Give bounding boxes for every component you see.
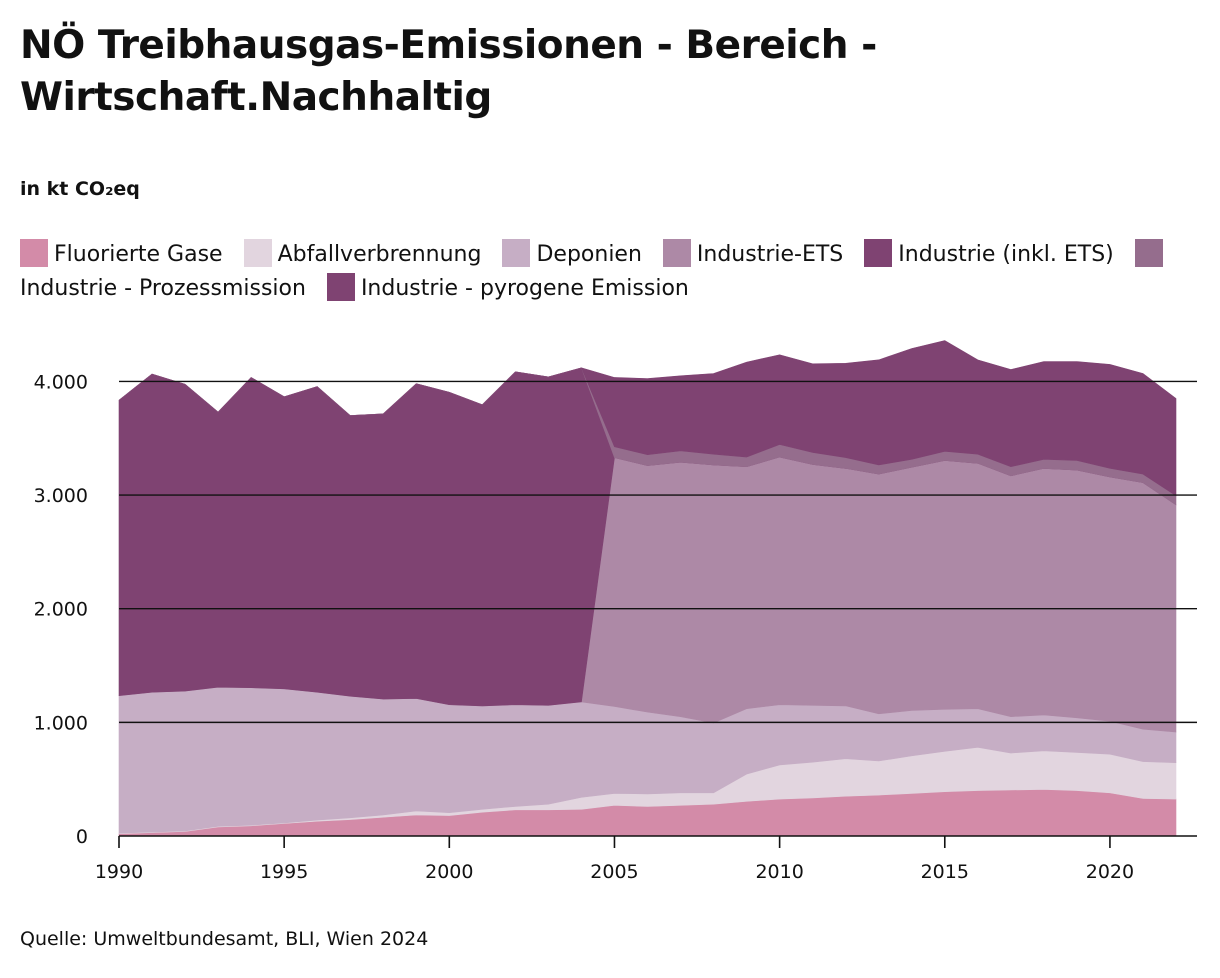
x-tick-label: 1990 bbox=[95, 861, 143, 883]
area-layers bbox=[118, 340, 1177, 837]
legend-swatch bbox=[20, 239, 48, 267]
legend-label: Deponien bbox=[536, 242, 642, 267]
chart-legend: Fluorierte Gase Abfallverbrennung Deponi… bbox=[20, 238, 1200, 306]
area-industrie-pyrogene-emission bbox=[118, 340, 1177, 497]
legend-label: Industrie - Prozessmission bbox=[20, 276, 306, 301]
y-tick-label: 2.000 bbox=[34, 599, 88, 621]
legend-label: Abfallverbrennung bbox=[277, 242, 482, 267]
x-tick-label: 2005 bbox=[590, 861, 638, 883]
legend-label: Fluorierte Gase bbox=[54, 242, 223, 267]
chart-subtitle: in kt CO₂eq bbox=[20, 178, 140, 200]
legend-item-industrie-inkl-ets: Industrie (inkl. ETS) bbox=[864, 239, 1114, 267]
legend-swatch bbox=[243, 239, 272, 267]
x-tick-label: 2015 bbox=[921, 861, 969, 883]
legend-swatch bbox=[662, 239, 691, 267]
legend-label: Industrie-ETS bbox=[696, 242, 844, 267]
legend-item-deponien: Deponien bbox=[502, 239, 642, 267]
y-tick-label: 3.000 bbox=[34, 485, 88, 507]
legend-label: Industrie - pyrogene Emission bbox=[360, 276, 689, 301]
legend-item-abfallverbrennung: Abfallverbrennung bbox=[243, 239, 482, 267]
legend-item-industrie-pyrogene-emission: Industrie - pyrogene Emission bbox=[326, 273, 689, 301]
legend-item-industrie-prozessmission: Industrie - Prozessmission bbox=[20, 239, 1169, 301]
y-tick-label: 1.000 bbox=[34, 712, 88, 734]
legend-swatch bbox=[864, 239, 893, 267]
x-tick-label: 1995 bbox=[260, 861, 308, 883]
x-tick-label: 2000 bbox=[425, 861, 473, 883]
legend-swatch bbox=[326, 273, 355, 301]
legend-item-industrie-ets: Industrie-ETS bbox=[662, 239, 844, 267]
legend-swatch bbox=[502, 239, 531, 267]
legend-label: Industrie (inkl. ETS) bbox=[898, 242, 1114, 267]
chart-source: Quelle: Umweltbundesamt, BLI, Wien 2024 bbox=[20, 928, 429, 950]
x-tick-label: 2010 bbox=[755, 861, 803, 883]
y-tick-label: 0 bbox=[76, 826, 88, 848]
chart-title: NÖ Treibhausgas-Emissionen - Bereich - W… bbox=[20, 23, 877, 120]
legend-swatch bbox=[1134, 239, 1163, 267]
x-tick-label: 2020 bbox=[1086, 861, 1134, 883]
y-tick-label: 4.000 bbox=[34, 371, 88, 393]
legend-item-fluorierte-gase: Fluorierte Gase bbox=[20, 239, 223, 267]
